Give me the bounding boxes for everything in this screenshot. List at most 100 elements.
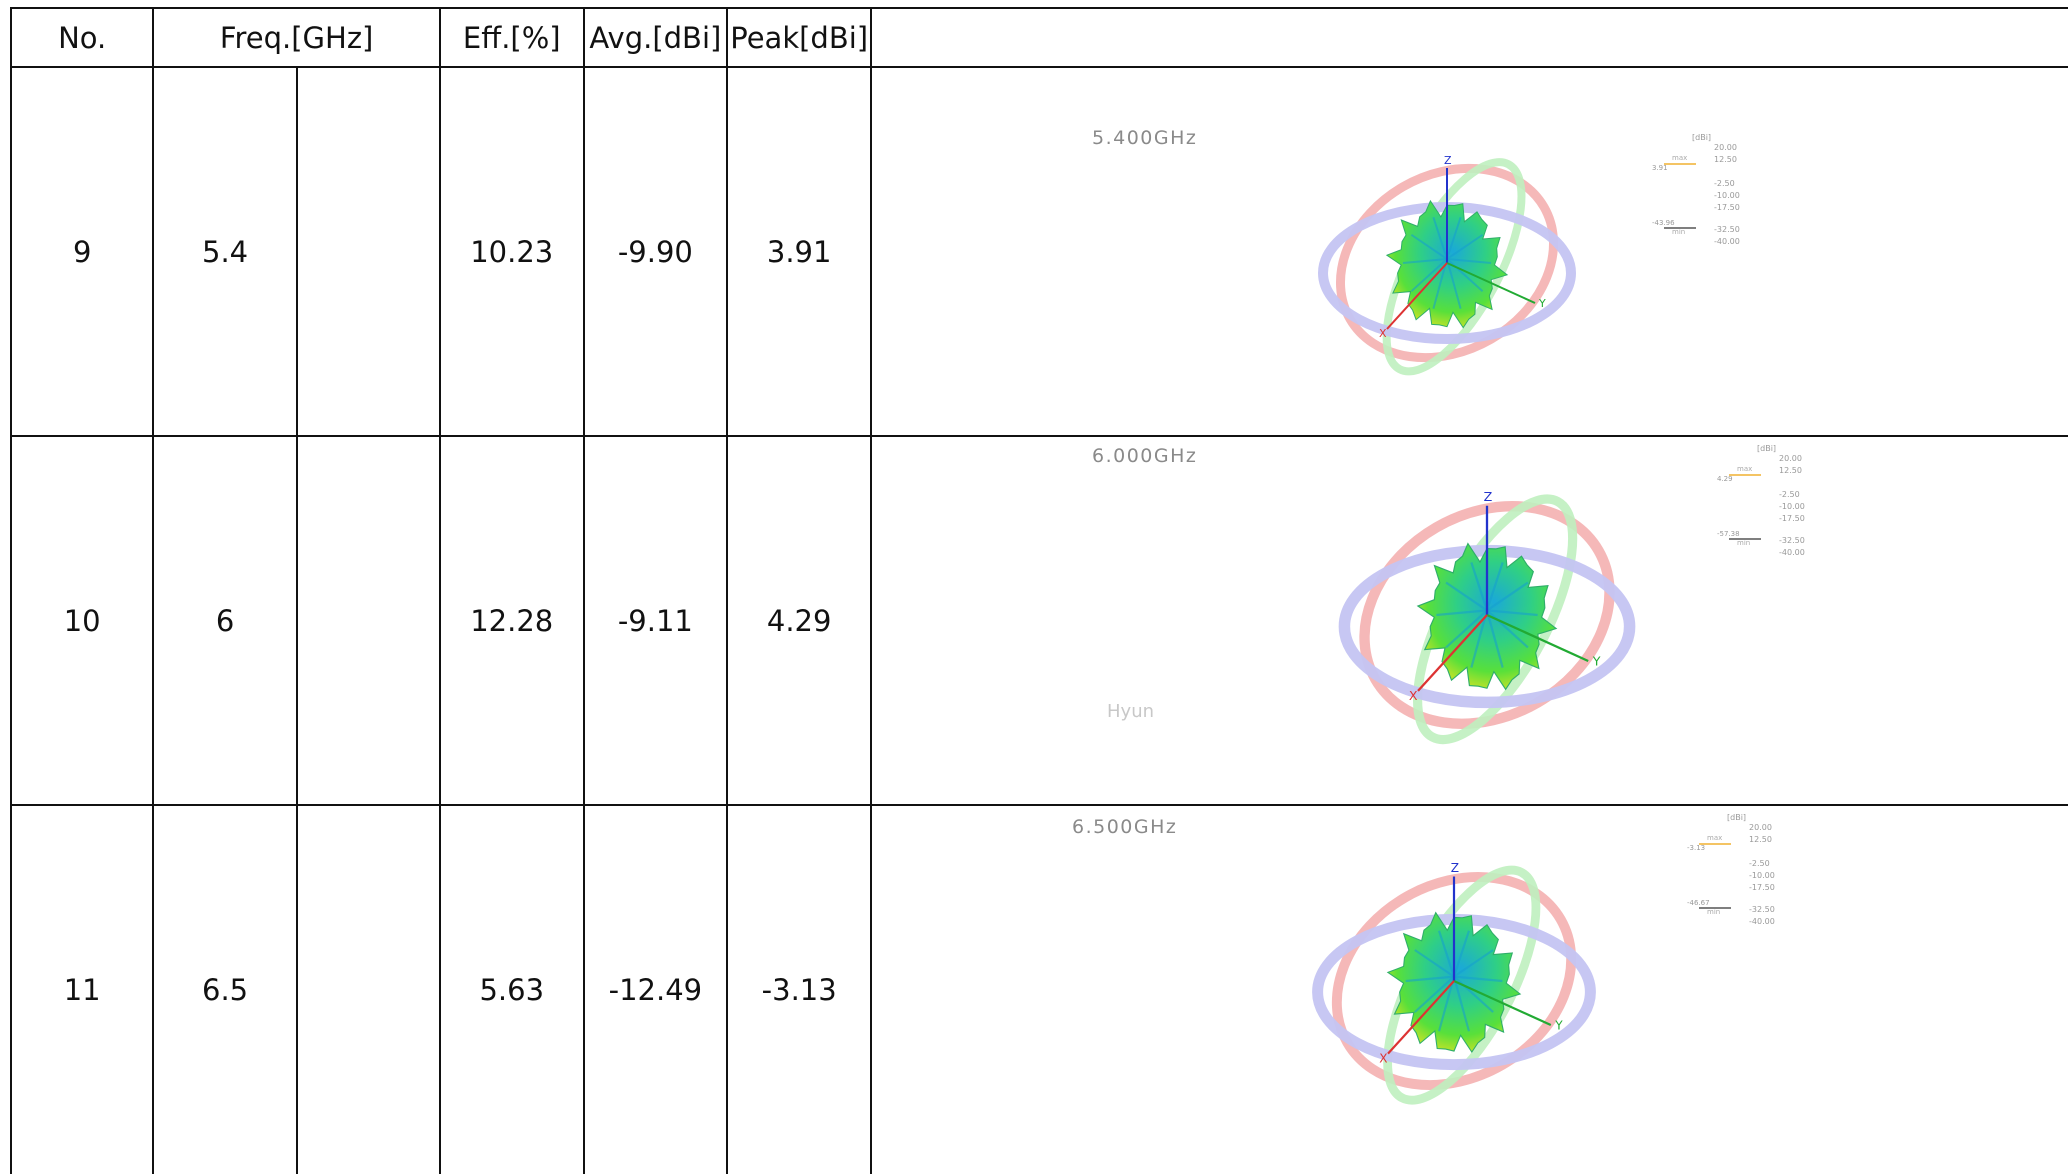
blob-ridge	[1445, 581, 1488, 612]
blob-ridge	[1405, 975, 1455, 983]
z-axis-label: Z	[1444, 154, 1452, 167]
cell-freq-extra[interactable]	[295, 435, 441, 806]
legend-scale-value: -40.00	[1714, 237, 1740, 246]
table-row: 10 6 12.28 -9.11 4.29 6.000GHz Hyun Z Y X [dB…	[9, 435, 2068, 806]
legend-min-value: -57.38	[1717, 530, 1740, 538]
cell-freq-extra[interactable]	[295, 804, 441, 1174]
header-peak[interactable]: Peak[dBi]	[726, 7, 873, 68]
pattern-title: 6.000GHz	[1092, 445, 1197, 467]
legend-scale-value: 20.00	[1714, 143, 1737, 152]
legend-scale-value: -10.00	[1779, 502, 1805, 511]
legend-scale-value: 20.00	[1749, 823, 1772, 832]
header-freq[interactable]: Freq.[GHz]	[152, 7, 441, 68]
pattern-geometry: Z Y X	[1312, 861, 1597, 1105]
antenna-results-table: No. Freq.[GHz] Eff.[%] Avg.[dBi] Peak[dB…	[9, 7, 2068, 1174]
blob-ridge	[1470, 562, 1489, 611]
pattern-svg: 6.500GHz Z Y X [dBi]20.00 12.50 -2.50 -10.00 -17…	[1072, 813, 1775, 1105]
blob-ridge	[1447, 258, 1492, 264]
y-axis	[1446, 262, 1536, 304]
legend-max-value: -3.13	[1687, 844, 1705, 852]
blob-ridge	[1486, 609, 1529, 649]
legend-scale-value: -17.50	[1779, 514, 1805, 523]
cell-eff[interactable]: 12.28	[438, 435, 585, 806]
color-scale-legend: [dBi]20.00 12.50 -2.50 -10.00 -17.50 -32.50 -4…	[1687, 813, 1775, 926]
pattern-title: 6.500GHz	[1072, 816, 1177, 838]
color-scale-legend: [dBi]20.00 12.50 -2.50 -10.00 -17.50 -32.50 -4…	[1717, 444, 1805, 557]
blob-ridge	[1436, 609, 1488, 617]
header-eff[interactable]: Eff.[%]	[438, 7, 585, 68]
legend-scale-value: 12.50	[1749, 835, 1772, 844]
header-row: No. Freq.[GHz] Eff.[%] Avg.[dBi] Peak[dB…	[9, 7, 2068, 68]
cell-no[interactable]: 11	[9, 804, 155, 1174]
blob-ridge	[1453, 975, 1495, 1013]
radiation-pattern-plot: 6.500GHz Z Y X [dBi] 20.00 12.50 -2.50 -10.00 -17…	[873, 807, 2068, 1174]
blob-ridge	[1432, 216, 1449, 260]
y-axis	[1453, 979, 1552, 1027]
cell-radiation-pattern[interactable]: 6.000GHz Hyun Z Y X [dBi] 20.00 12.50 -2.50 -10.0…	[870, 435, 2068, 806]
legend-scale-value: -10.00	[1714, 191, 1740, 200]
pattern-geometry: Z Y X	[1338, 489, 1636, 745]
header-avg[interactable]: Avg.[dBi]	[582, 7, 729, 68]
legend-scale-value: -2.50	[1714, 179, 1735, 188]
blob-ridge	[1446, 216, 1462, 260]
x-axis-label: X	[1379, 1051, 1387, 1065]
cell-radiation-pattern[interactable]: 5.400GHz Z Y X [dBi] 20.00 12.50 -2.50 -10.00 -17…	[870, 66, 2068, 437]
blob-ridge	[1486, 562, 1504, 611]
pattern-svg: 6.000GHz Hyun Z Y X [dBi]20.00 12.50 -2.50 -10.0…	[1092, 444, 1805, 745]
header-pattern[interactable]	[870, 7, 2068, 68]
cell-eff[interactable]: 10.23	[438, 66, 585, 437]
blob-ridge	[1470, 610, 1489, 668]
cell-peak[interactable]: 4.29	[726, 435, 873, 806]
z-axis-label: Z	[1451, 861, 1459, 875]
legend-scale-value: -32.50	[1749, 905, 1775, 914]
pattern-title: 5.400GHz	[1092, 127, 1197, 149]
header-no[interactable]: No.	[9, 7, 155, 68]
blob-ridge	[1414, 949, 1455, 978]
x-axis	[1417, 614, 1489, 692]
radiation-pattern-plot: 5.400GHz Z Y X [dBi] 20.00 12.50 -2.50 -10.00 -17…	[873, 69, 2068, 434]
cell-no[interactable]: 9	[9, 66, 155, 437]
legend-scale-value: -17.50	[1749, 883, 1775, 892]
legend-scale-value: -10.00	[1749, 871, 1775, 880]
blob-ridge	[1446, 258, 1462, 309]
cell-peak[interactable]: -3.13	[726, 804, 873, 1174]
legend-max-label: max	[1737, 465, 1752, 473]
cell-freq[interactable]: 5.4	[152, 66, 298, 437]
blob-ridge	[1446, 233, 1484, 260]
blob-ridge	[1486, 581, 1529, 612]
blob-ridge	[1454, 975, 1503, 983]
legend-max-value: 3.91	[1652, 164, 1668, 172]
blob-ridge	[1438, 976, 1456, 1032]
cell-radiation-pattern[interactable]: 6.500GHz Z Y X [dBi] 20.00 12.50 -2.50 -10.00 -17…	[870, 804, 2068, 1174]
legend-unit: [dBi]	[1727, 813, 1746, 822]
cell-freq[interactable]: 6	[152, 435, 298, 806]
blob-ridge	[1438, 930, 1456, 977]
cell-avg[interactable]: -9.11	[582, 435, 729, 806]
legend-min-label: min	[1707, 908, 1720, 916]
blob-ridge	[1486, 610, 1504, 668]
z-axis-label: Z	[1484, 489, 1493, 504]
watermark-text: Hyun	[1107, 701, 1154, 722]
legend-max-value: 4.29	[1717, 475, 1733, 483]
cell-avg[interactable]: -12.49	[582, 804, 729, 1174]
blob-ridge	[1453, 930, 1471, 977]
blob-ridge	[1411, 233, 1448, 260]
cell-freq[interactable]: 6.5	[152, 804, 298, 1174]
color-scale-legend: [dBi]20.00 12.50 -2.50 -10.00 -17.50 -32.50 -4…	[1652, 133, 1740, 246]
pattern-geometry: Z Y X	[1318, 154, 1577, 376]
legend-scale-value: -17.50	[1714, 203, 1740, 212]
x-axis	[1386, 262, 1448, 330]
cell-peak[interactable]: 3.91	[726, 66, 873, 437]
blob-ridge	[1445, 609, 1488, 649]
legend-min-label: min	[1737, 539, 1750, 547]
cell-avg[interactable]: -9.90	[582, 66, 729, 437]
cell-freq-extra[interactable]	[295, 66, 441, 437]
y-axis-label: Y	[1592, 654, 1601, 669]
legend-max-label: max	[1707, 834, 1722, 842]
blob-ridge	[1487, 609, 1538, 617]
cell-no[interactable]: 10	[9, 435, 155, 806]
legend-max-label: max	[1672, 154, 1687, 162]
y-axis-label: Y	[1538, 297, 1546, 310]
cell-eff[interactable]: 5.63	[438, 804, 585, 1174]
